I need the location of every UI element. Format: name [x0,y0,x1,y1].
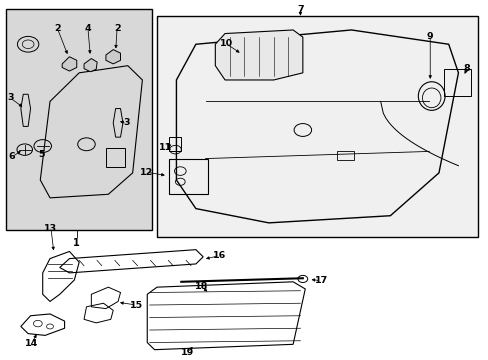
Text: 12: 12 [140,168,153,177]
Text: 2: 2 [54,24,61,33]
Polygon shape [62,57,77,71]
Bar [336,152,353,160]
Polygon shape [215,30,302,80]
Text: 17: 17 [314,276,327,285]
Text: 13: 13 [44,224,58,233]
Text: 2: 2 [114,24,120,33]
Text: 15: 15 [130,301,143,310]
Text: 8: 8 [463,64,469,73]
Text: 18: 18 [195,282,208,291]
Text: 1: 1 [73,238,80,248]
Bar [6,9,152,230]
Text: 16: 16 [212,251,225,260]
Text: 19: 19 [180,348,193,357]
Text: 11: 11 [159,143,172,152]
Text: 7: 7 [297,5,303,14]
Text: 3: 3 [123,118,130,127]
Polygon shape [84,59,97,72]
Text: 14: 14 [25,339,38,348]
Text: 10: 10 [219,39,232,48]
Text: 9: 9 [426,32,433,41]
Bar [157,16,477,237]
Text: 5: 5 [39,150,45,159]
Text: 3: 3 [7,93,13,102]
Polygon shape [106,50,120,64]
Text: 6: 6 [9,152,15,161]
Text: 4: 4 [84,24,91,33]
Bar [443,69,469,96]
Bar [106,148,125,167]
Bar [169,137,181,152]
Bar [169,158,207,194]
